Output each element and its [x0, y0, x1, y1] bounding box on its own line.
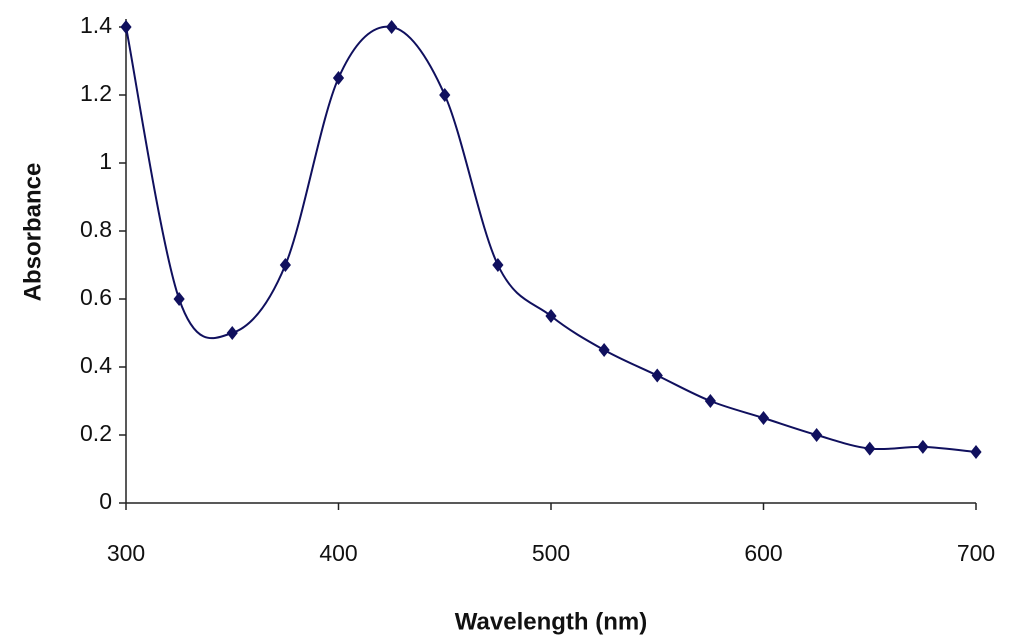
- data-point: [704, 394, 716, 408]
- data-point: [970, 445, 982, 459]
- y-tick-label: 0.4: [80, 352, 112, 378]
- data-point: [917, 439, 929, 454]
- data-point: [120, 20, 132, 34]
- y-tick-label: 1: [99, 148, 112, 174]
- data-point: [811, 428, 823, 442]
- y-tick-label: 0.6: [80, 284, 112, 310]
- data-point: [598, 343, 610, 357]
- y-tick-label: 1.2: [80, 80, 112, 106]
- data-point: [651, 368, 663, 383]
- data-point: [173, 292, 185, 306]
- x-axis-title: Wavelength (nm): [455, 608, 647, 635]
- x-tick-label: 300: [107, 540, 145, 566]
- data-point: [864, 441, 876, 456]
- x-tick-label: 600: [744, 540, 782, 566]
- data-point: [226, 326, 238, 340]
- data-point: [439, 88, 451, 102]
- data-point: [386, 20, 398, 34]
- data-point: [279, 258, 291, 272]
- y-axis-title: Absorbance: [19, 163, 46, 302]
- y-tick-label: 0: [99, 488, 112, 514]
- x-tick-label: 400: [319, 540, 357, 566]
- y-tick-label: 0.8: [80, 216, 112, 242]
- data-point: [757, 411, 770, 425]
- data-line: [125, 25, 977, 453]
- data-point: [492, 258, 504, 272]
- data-point: [332, 71, 345, 85]
- y-tick-label: 0.2: [80, 420, 112, 446]
- x-tick-label: 500: [532, 540, 570, 566]
- data-point: [545, 309, 557, 323]
- x-tick-label: 700: [957, 540, 995, 566]
- y-tick-label: 1.4: [80, 12, 112, 38]
